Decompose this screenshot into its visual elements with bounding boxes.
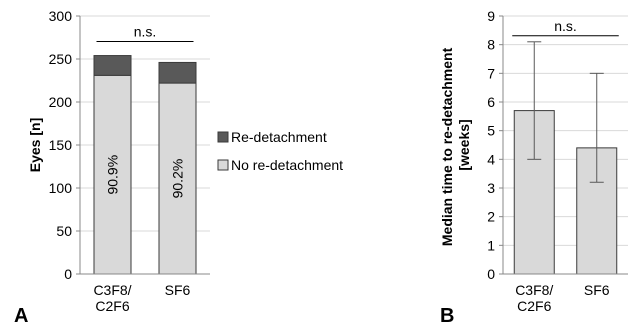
y-tick-label: 0 — [487, 266, 495, 282]
panel-b-y-axis-title-line-2: [weeks] — [456, 119, 472, 170]
y-tick-label: 1 — [487, 237, 495, 253]
legend-label-no-re-detachment: No re-detachment — [231, 157, 343, 173]
y-tick-label: 250 — [49, 51, 73, 67]
bar-percent-label: 90.2% — [170, 159, 186, 199]
y-tick-label: 150 — [49, 137, 73, 153]
panel-a-legend: Re-detachment No re-detachment — [217, 129, 343, 173]
y-tick-label: 2 — [487, 209, 495, 225]
bar-re-detachment — [158, 61, 197, 84]
panel-a-y-tick-labels: 0 50 100 150 200 250 300 — [49, 8, 73, 282]
y-tick-label: 50 — [56, 223, 72, 239]
y-tick-label: 8 — [487, 37, 495, 53]
y-tick-label: 9 — [487, 8, 495, 24]
panel-b-x-tick-labels: C3F8/C2F6 SF6 — [515, 282, 610, 314]
panel-a-x-tick-labels: C3F8/C2F6 SF6 — [93, 282, 190, 314]
panel-b-y-tick-labels: 0 1 2 3 4 5 6 7 8 9 — [487, 8, 495, 282]
x-tick-label-line: C3F8/ — [93, 282, 131, 298]
panel-a-y-axis-title: Eyes [n] — [27, 118, 43, 172]
panel-b-y-axis-title: Median time to re-detachment [weeks] — [439, 44, 472, 246]
y-tick-label: 200 — [49, 94, 73, 110]
x-tick-label-line: C2F6 — [95, 298, 129, 314]
y-tick-label: 0 — [64, 266, 72, 282]
panel-a-significance-label: n.s. — [134, 24, 157, 40]
legend-label-re-detachment: Re-detachment — [231, 129, 327, 145]
x-tick-label-line: C2F6 — [517, 298, 551, 314]
panel-a-axes — [76, 15, 210, 275]
panel-a-bars — [93, 55, 197, 275]
panel-a-significance: n.s. — [96, 24, 194, 43]
x-tick-label: SF6 — [584, 282, 610, 298]
x-tick-label-line: SF6 — [165, 282, 191, 298]
panel-b-axes — [499, 15, 628, 275]
x-tick-label-line: C3F8/ — [515, 282, 553, 298]
y-tick-label: 6 — [487, 94, 495, 110]
panel-b-chart: 0 1 2 3 4 5 6 7 8 9 C3F8/C2F6 SF6 n.s. Median time… — [439, 8, 628, 327]
panel-a-label: A — [14, 305, 28, 327]
x-tick-label: C3F8/C2F6 — [515, 282, 553, 314]
y-tick-label: 4 — [487, 151, 495, 167]
y-tick-label: 5 — [487, 123, 495, 139]
bar-re-detachment — [93, 55, 132, 76]
panel-b-significance: n.s. — [512, 18, 619, 37]
panel-b-bars — [513, 110, 618, 275]
x-tick-label: SF6 — [165, 282, 191, 298]
x-tick-label-line: SF6 — [584, 282, 610, 298]
y-tick-label: 7 — [487, 65, 495, 81]
legend-swatch-re-detachment — [217, 131, 229, 143]
y-tick-label: 300 — [49, 8, 73, 24]
y-tick-label: 100 — [49, 180, 73, 196]
bar-percent-label: 90.9% — [105, 155, 121, 195]
panel-b-label: B — [440, 305, 454, 327]
panel-b-error-bars — [527, 41, 604, 183]
legend-swatch-no-re-detachment — [217, 159, 229, 171]
panel-a-bar-percent-labels: 90.9% 90.2% — [105, 155, 186, 199]
y-tick-label: 3 — [487, 180, 495, 196]
x-tick-label: C3F8/C2F6 — [93, 282, 131, 314]
panel-b-y-axis-title-line-1: Median time to re-detachment — [439, 47, 455, 246]
panel-b-significance-label: n.s. — [554, 18, 577, 34]
